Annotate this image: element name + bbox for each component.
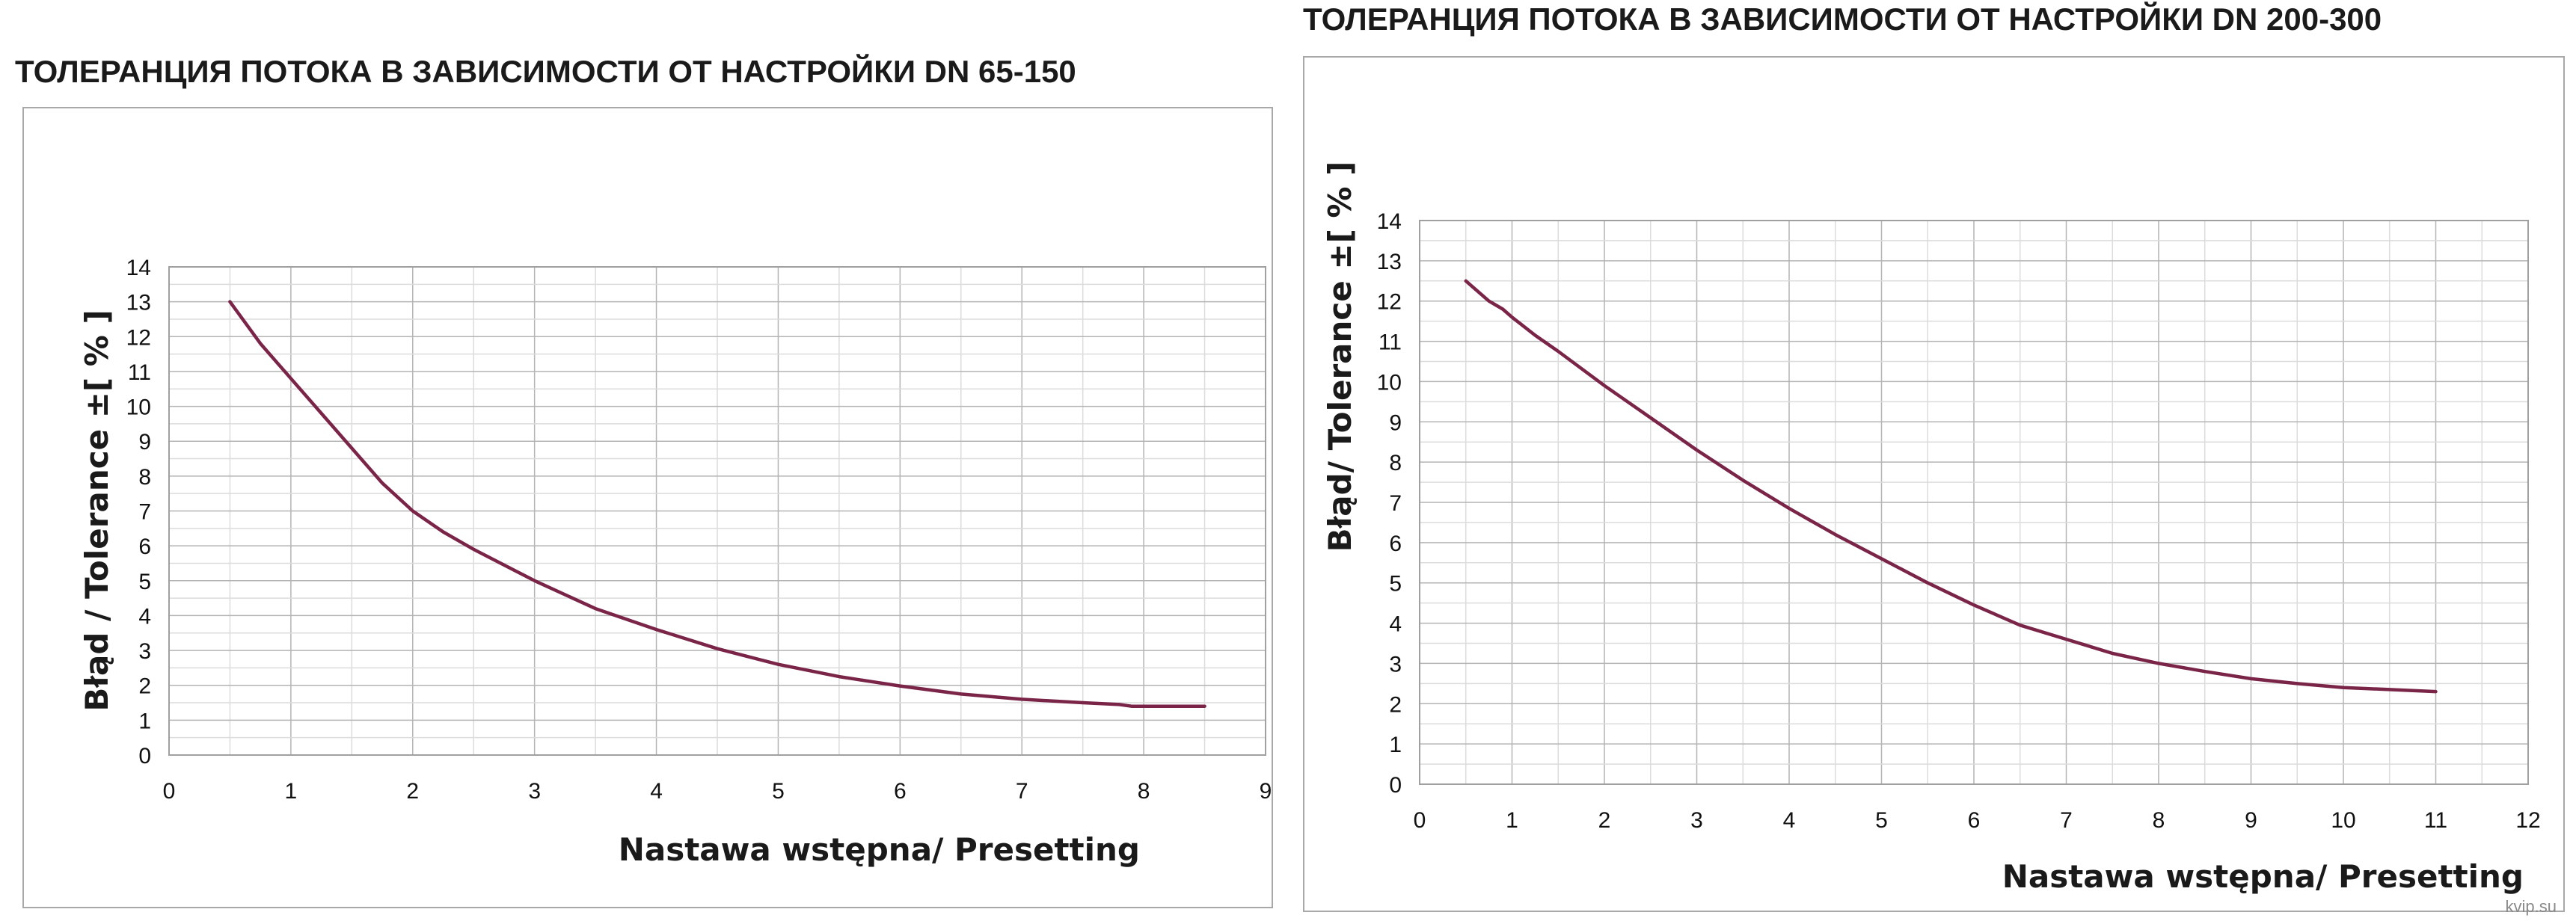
chart2-x-tick-label: 3 xyxy=(1690,808,1703,833)
chart1-x-tick-label: 0 xyxy=(163,779,176,804)
chart1-y-tick-label: 4 xyxy=(138,604,151,629)
chart1-y-axis-label: Błąd / Tolerance ±[ % ] xyxy=(79,309,115,711)
chart1-y-tick-label: 11 xyxy=(128,360,151,385)
chart1-title: ТОЛЕРАНЦИЯ ПОТОКА В ЗАВИСИМОСТИ ОТ НАСТР… xyxy=(15,54,1076,89)
chart2-x-tick-label: 12 xyxy=(2515,808,2540,833)
chart2-svg: 0 1 2 3 4 5 6 7 8 9 10 11 1201234567891011121314Nast… xyxy=(1322,161,2541,895)
chart1-y-tick-label: 8 xyxy=(138,465,151,490)
chart1-x-tick-label: 5 xyxy=(772,779,785,804)
chart2-y-tick-label: 6 xyxy=(1389,532,1402,556)
chart1-x-tick-label: 3 xyxy=(528,779,541,804)
chart2-y-tick-label: 13 xyxy=(1377,250,1402,274)
chart1-x-tick-label: 8 xyxy=(1138,779,1150,804)
chart1-y-tick-label: 1 xyxy=(138,709,151,733)
chart1-y-tick-label: 6 xyxy=(138,535,151,559)
chart2-y-tick-label: 0 xyxy=(1389,773,1402,798)
chart2-x-tick-label: 7 xyxy=(2060,808,2073,833)
chart2-y-axis-label: Błąd/ Tolerance ±[ % ] xyxy=(1322,161,1358,552)
chart1-y-tick-label: 12 xyxy=(126,325,151,350)
chart1-panel: 0 1 2 3 4 5 6 7 8 9 0 1 2 3 4 5 6 7 8 9 10 11 12 13 14 Nastawa ws… xyxy=(22,107,1273,908)
chart1-y-tick-label: 3 xyxy=(138,639,151,664)
chart1-x-tick-label: 7 xyxy=(1016,779,1028,804)
chart1-x-tick-label: 2 xyxy=(406,779,419,804)
chart2-x-tick-label: 4 xyxy=(1783,808,1796,833)
watermark: kvip.su xyxy=(2505,897,2557,916)
chart2-y-tick-label: 2 xyxy=(1389,692,1402,717)
chart1-x-tick-label: 9 xyxy=(1260,779,1272,804)
chart2-x-tick-label: 6 xyxy=(1968,808,1981,833)
chart2-y-tick-label: 12 xyxy=(1377,290,1402,315)
chart2-y-tick-label: 5 xyxy=(1389,572,1402,597)
chart2-panel: 0 1 2 3 4 5 6 7 8 9 10 11 12 0 1 2 3 4 5 6 7 8 9 10 11 12 13 14 Nast… xyxy=(1303,56,2565,912)
chart2-x-tick-label: 2 xyxy=(1598,808,1611,833)
chart2-y-tick-label: 11 xyxy=(1379,330,1402,355)
chart2-y-tick-label: 1 xyxy=(1389,733,1402,757)
chart1-y-tick-label: 14 xyxy=(126,256,151,280)
chart2-y-tick-label: 14 xyxy=(1377,209,1402,234)
chart1-y-tick-label: 7 xyxy=(138,500,151,525)
chart1-y-tick-label: 10 xyxy=(126,395,151,420)
chart2-y-tick-label: 7 xyxy=(1389,491,1402,516)
chart1-y-tick-label: 2 xyxy=(138,674,151,699)
chart1-y-tick-label: 0 xyxy=(138,744,151,769)
chart1-y-tick-label: 5 xyxy=(138,570,151,594)
chart2-title: ТОЛЕРАНЦИЯ ПОТОКА В ЗАВИСИМОСТИ ОТ НАСТР… xyxy=(1303,1,2382,37)
chart2-plot-area xyxy=(1419,220,2529,785)
chart2-x-tick-label: 1 xyxy=(1506,808,1518,833)
chart2-y-tick-label: 9 xyxy=(1389,410,1402,435)
chart2-x-tick-label: 9 xyxy=(2245,808,2257,833)
chart1-x-tick-label: 6 xyxy=(894,779,907,804)
chart2-series-line xyxy=(1464,279,2438,694)
chart2-y-tick-label: 8 xyxy=(1389,451,1402,475)
chart2-y-tick-label: 10 xyxy=(1377,370,1402,395)
chart2-y-tick-label: 3 xyxy=(1389,652,1402,677)
chart2-x-tick-label: 10 xyxy=(2331,808,2355,833)
chart1-series-line xyxy=(228,300,1206,708)
chart1-x-tick-label: 1 xyxy=(285,779,298,804)
chart2-x-tick-label: 5 xyxy=(1875,808,1888,833)
chart2-x-tick-label: 0 xyxy=(1414,808,1426,833)
chart1-plot-area xyxy=(168,266,1266,756)
chart1-y-tick-label: 9 xyxy=(138,430,151,455)
chart2-x-tick-label: 8 xyxy=(2153,808,2165,833)
chart2-x-axis-label: Nastawa wstępna/ Presetting xyxy=(2002,858,2524,895)
chart1-y-tick-label: 13 xyxy=(126,291,151,315)
chart2-x-tick-label: 11 xyxy=(2424,808,2447,833)
chart1-x-axis-label: Nastawa wstępna/ Presetting xyxy=(619,831,1140,868)
chart2-y-tick-label: 4 xyxy=(1389,612,1402,637)
chart1-x-tick-label: 4 xyxy=(650,779,663,804)
